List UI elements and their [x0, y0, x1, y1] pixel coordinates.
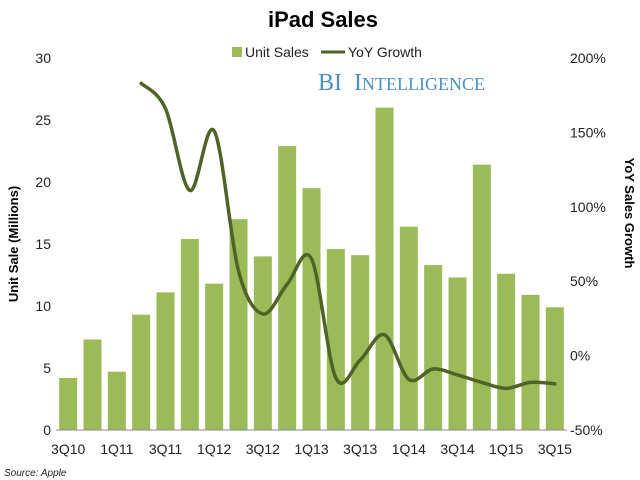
bar-1Q13 — [302, 188, 321, 430]
source-note: Source: Apple — [4, 468, 67, 479]
bar-2Q12 — [229, 219, 248, 430]
y2-axis-title: YoY Sales Growth — [622, 158, 637, 269]
x-tick-3Q15: 3Q15 — [538, 441, 572, 457]
yoy-growth-line — [139, 81, 557, 391]
y2-tick-200%: 200% — [570, 50, 606, 66]
bar-4Q11 — [180, 239, 199, 430]
x-tick-1Q14: 1Q14 — [392, 441, 426, 457]
legend: Unit Sales YoY Growth — [232, 44, 422, 60]
bar-1Q12 — [205, 283, 224, 430]
brand-logo-word-1: BI — [318, 70, 342, 96]
x-tick-3Q11: 3Q11 — [149, 441, 182, 457]
y2-tick-50%: 50% — [570, 273, 598, 289]
bar-2Q13 — [326, 248, 345, 430]
x-tick-3Q12: 3Q12 — [246, 441, 280, 457]
y2-tick-150%: 150% — [570, 124, 606, 140]
x-tick-3Q14: 3Q14 — [440, 441, 474, 457]
x-tick-1Q11: 1Q11 — [100, 441, 133, 457]
y-axis-title: Unit Sale (Millions) — [6, 186, 21, 302]
x-tick-3Q10: 3Q10 — [51, 441, 85, 457]
y-tick-5: 5 — [43, 360, 51, 376]
y2-tick-labels: -50% 0% 50% 100% 150% 200% — [570, 50, 606, 438]
bar-4Q14 — [472, 164, 491, 430]
chart-title: iPad Sales — [268, 7, 378, 32]
y-tick-30: 30 — [35, 50, 51, 66]
brand-logo-word-2: I — [354, 70, 362, 96]
bar-3Q11 — [156, 292, 175, 430]
x-tick-labels: 3Q10 1Q11 3Q11 1Q12 3Q12 1Q13 3Q13 1Q14 3Q14 1Q15… — [51, 441, 572, 457]
bar-1Q15 — [497, 273, 516, 430]
x-tick-1Q13: 1Q13 — [294, 441, 328, 457]
legend-label-unit-sales: Unit Sales — [245, 44, 309, 60]
y2-tick-0%: 0% — [570, 348, 590, 364]
y-tick-15: 15 — [35, 236, 51, 252]
bar-4Q12 — [278, 146, 297, 431]
y2-tick-100%: 100% — [570, 199, 606, 215]
bar-2Q15 — [521, 294, 540, 430]
bar-1Q11 — [107, 371, 126, 430]
y-tick-25: 25 — [35, 112, 51, 128]
bar-3Q12 — [253, 256, 272, 430]
bar-3Q10 — [59, 377, 78, 430]
y-tick-labels: 0 5 10 15 20 25 30 — [35, 50, 51, 438]
bar-4Q13 — [375, 107, 394, 430]
bars — [59, 107, 564, 431]
x-tick-1Q12: 1Q12 — [197, 441, 231, 457]
bar-4Q10 — [83, 339, 102, 430]
legend-swatch-unit-sales — [232, 47, 242, 57]
y2-tick--50%: -50% — [570, 422, 603, 438]
y-tick-0: 0 — [43, 422, 51, 438]
bar-1Q14 — [399, 226, 418, 430]
bar-2Q11 — [132, 314, 151, 430]
bar-3Q13 — [351, 255, 370, 430]
x-tick-1Q15: 1Q15 — [489, 441, 523, 457]
legend-label-yoy-growth: YoY Growth — [348, 44, 422, 60]
y-tick-20: 20 — [35, 174, 51, 190]
y-tick-10: 10 — [35, 298, 51, 314]
bar-2Q14 — [424, 265, 443, 430]
x-tick-3Q13: 3Q13 — [343, 441, 377, 457]
brand-logo-word-2-rest: NTELLIGENCE — [362, 74, 485, 94]
brand-logo: BI INTELLIGENCE — [318, 70, 485, 96]
bar-3Q14 — [448, 277, 467, 430]
bar-3Q15 — [545, 307, 564, 430]
